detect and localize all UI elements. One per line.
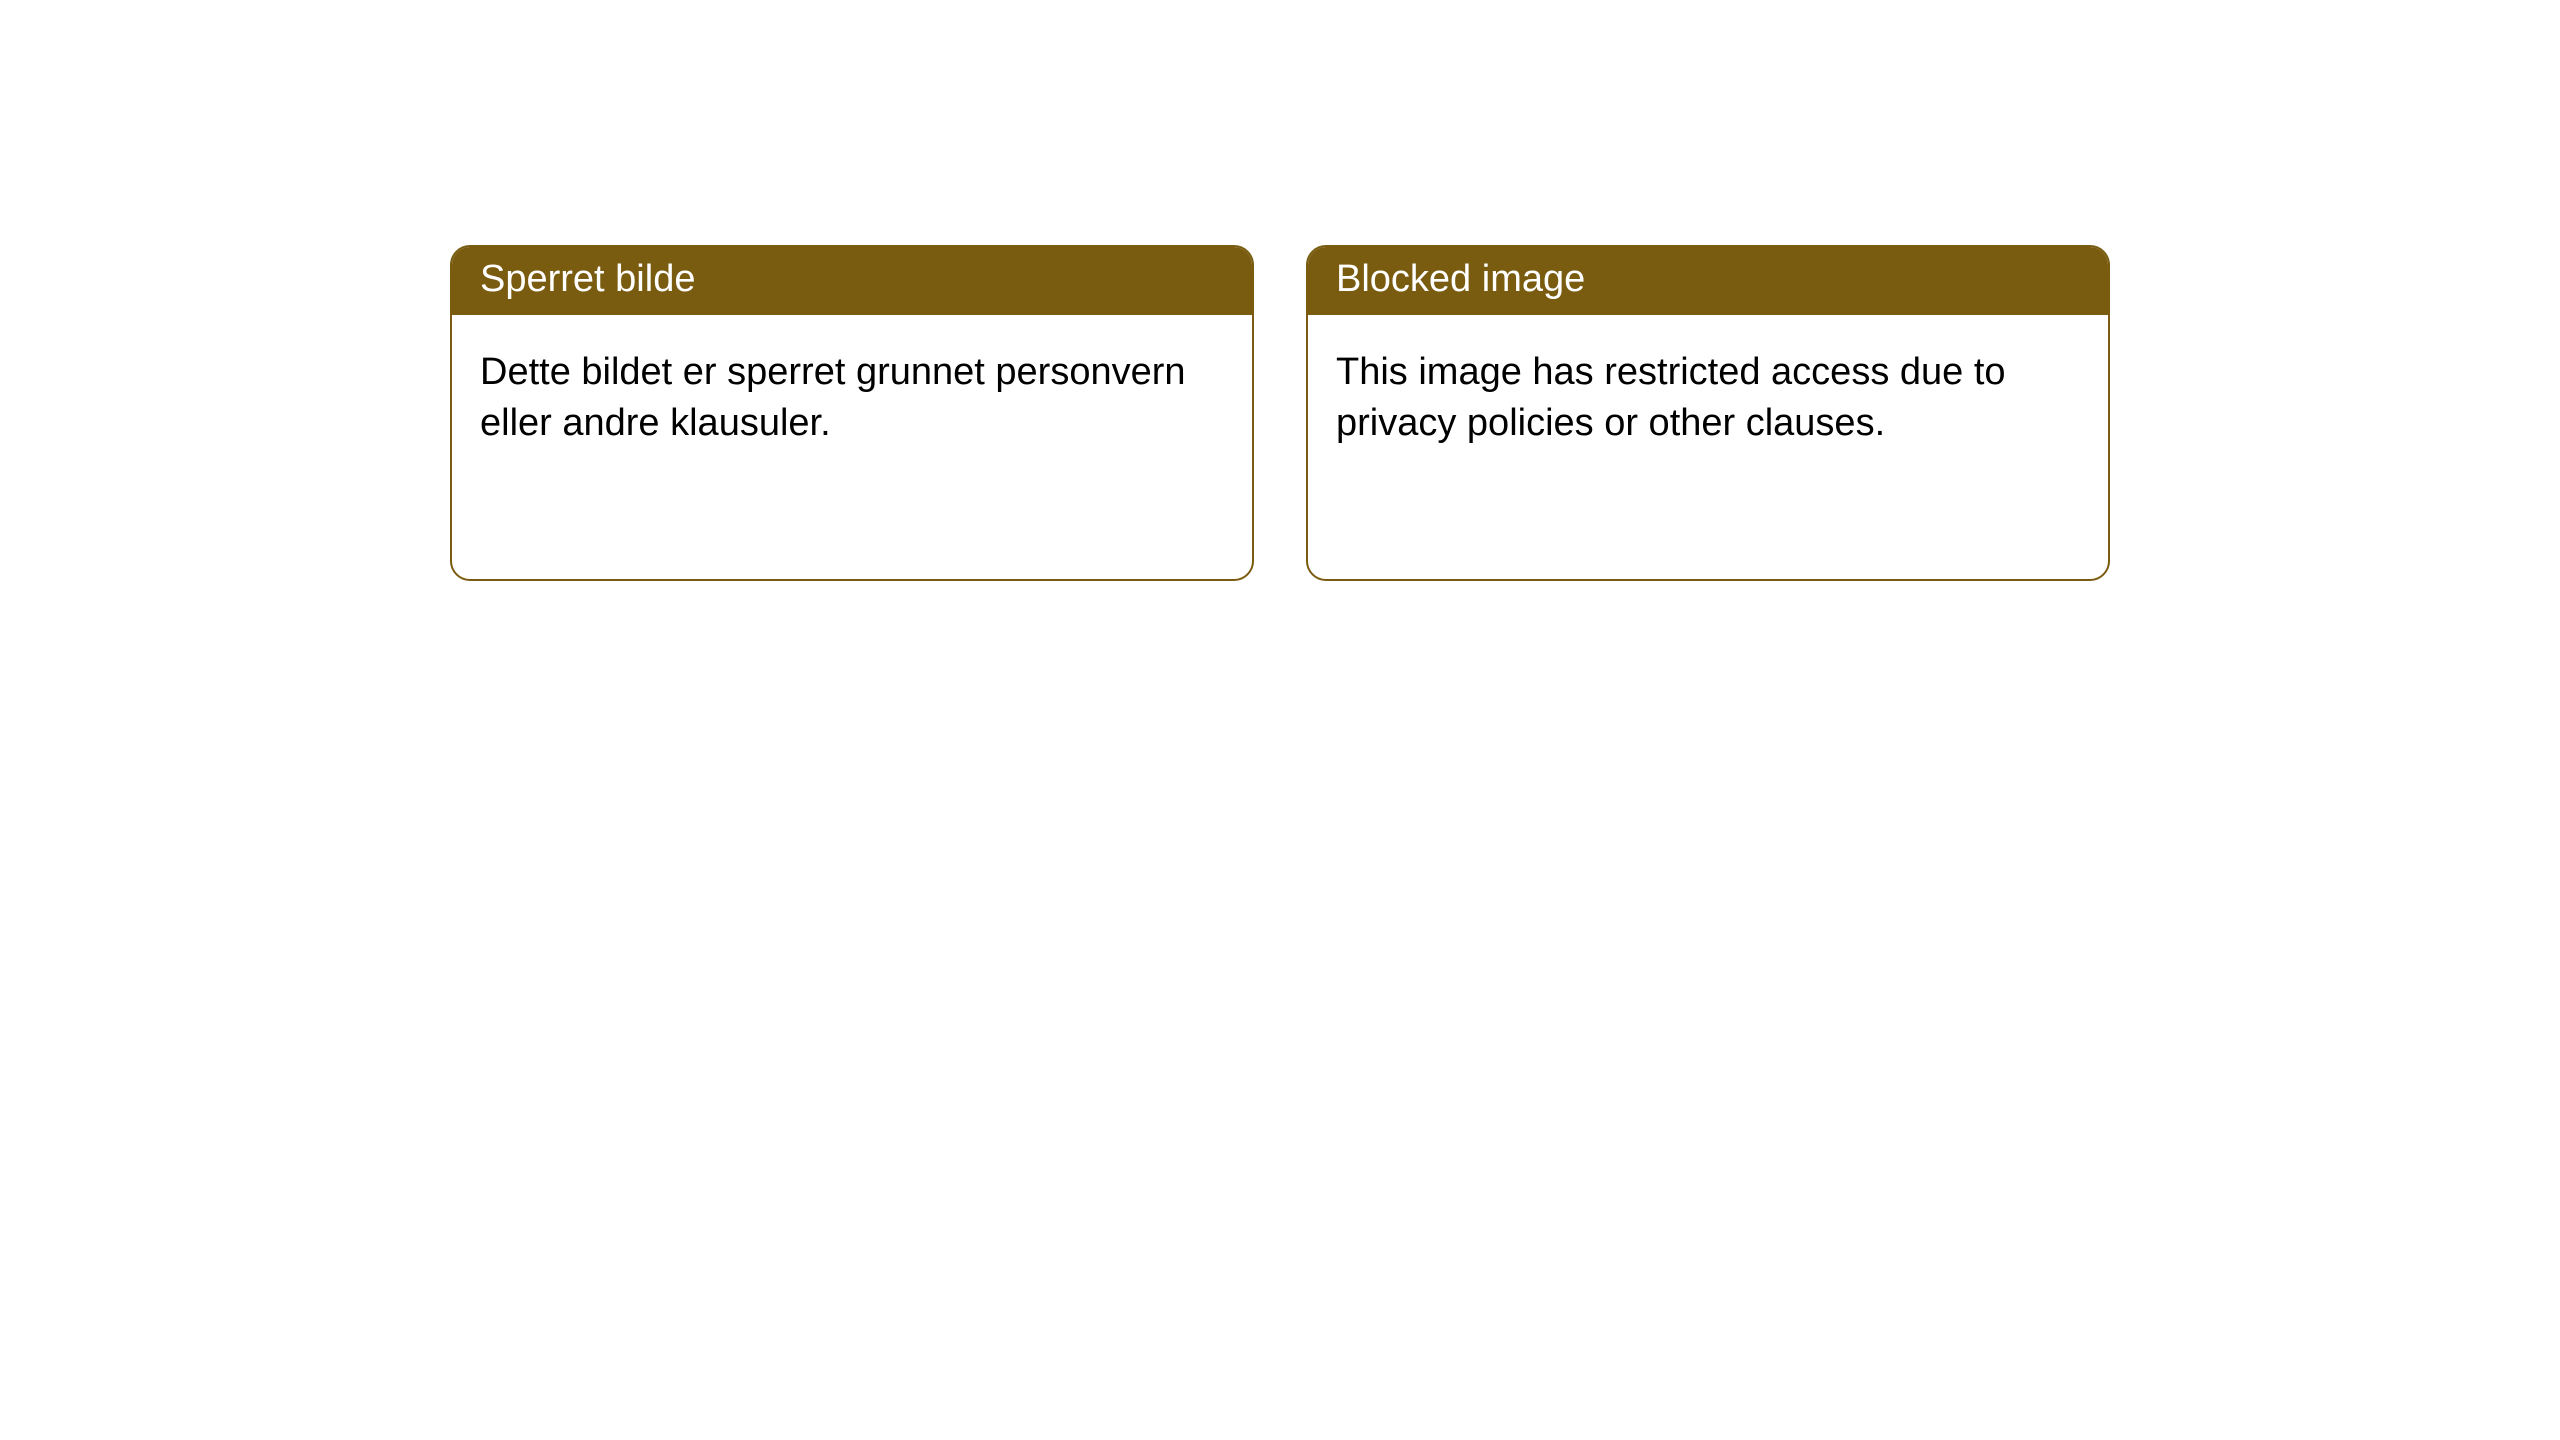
notice-card-english: Blocked image This image has restricted … — [1306, 245, 2110, 581]
card-body-text: This image has restricted access due to … — [1336, 351, 2006, 444]
card-header: Sperret bilde — [452, 247, 1252, 315]
notice-card-norwegian: Sperret bilde Dette bildet er sperret gr… — [450, 245, 1254, 581]
card-body: Dette bildet er sperret grunnet personve… — [452, 315, 1252, 482]
card-body-text: Dette bildet er sperret grunnet personve… — [480, 351, 1186, 444]
notice-cards-container: Sperret bilde Dette bildet er sperret gr… — [450, 245, 2110, 581]
card-header: Blocked image — [1308, 247, 2108, 315]
card-title: Sperret bilde — [480, 258, 695, 300]
card-body: This image has restricted access due to … — [1308, 315, 2108, 482]
card-title: Blocked image — [1336, 258, 1585, 300]
